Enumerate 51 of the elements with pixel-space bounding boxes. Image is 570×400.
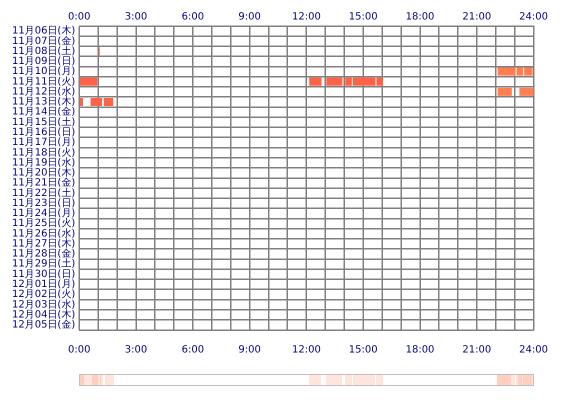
y-tick-label: 11月27日(木)	[12, 237, 76, 250]
x-tick-label: 15:00	[348, 12, 378, 23]
x-tick-label: 21:00	[462, 12, 492, 23]
y-tick-label: 11月19日(水)	[12, 156, 76, 168]
x2-tick-label: 0:00	[68, 344, 90, 356]
y-tick-label: 11月12日(水)	[12, 85, 76, 98]
y-tick-label: 11月18日(火)	[12, 146, 76, 158]
x-tick-label: 9:00	[238, 12, 261, 23]
y-tick-label: 11月24日(月)	[12, 208, 76, 220]
y-tick-label: 11月23日(日)	[12, 198, 76, 209]
y-tick-label: 11月30日(日)	[12, 268, 76, 280]
x-tick-label: 0:00	[68, 12, 90, 23]
y-tick-label: 11月06日(木)	[12, 24, 76, 37]
x2-tick-label: 6:00	[182, 344, 204, 356]
y-tick-label: 11月16日(日)	[12, 126, 76, 138]
y-tick-label: 11月07日(金)	[12, 34, 76, 47]
y-tick-label: 11月11日(火)	[12, 75, 76, 88]
y-tick-label: 11月20日(木)	[12, 166, 76, 179]
y-tick-label: 11月29日(土)	[12, 258, 76, 270]
y-tick-label: 12月03日(水)	[12, 298, 76, 310]
x-tick-label: 12:00	[292, 12, 321, 23]
x-tick-label: 3:00	[124, 12, 148, 23]
y-tick-label: 11月10日(月)	[12, 66, 76, 78]
y-tick-label: 11月28日(金)	[12, 248, 76, 260]
x2-tick-label: 12:00	[292, 344, 321, 356]
bar	[104, 98, 114, 106]
y-tick-label: 11月13日(木)	[12, 96, 76, 108]
x-tick-label: 6:00	[182, 12, 204, 23]
y-tick-label: 11月25日(火)	[12, 217, 76, 230]
x2-tick-label: 18:00	[406, 344, 434, 356]
y-tick-label: 11月14日(金)	[12, 106, 76, 118]
x2-tick-label: 21:00	[462, 344, 492, 356]
y-tick-label: 11月22日(土)	[12, 186, 76, 199]
y-tick-label: 11月26日(水)	[12, 227, 76, 240]
x2-tick-label: 15:00	[348, 344, 378, 356]
y-tick-label: 11月21日(金)	[12, 176, 76, 189]
y-tick-label: 11月08日(土)	[12, 44, 76, 57]
y-tick-label: 12月02日(火)	[12, 288, 76, 300]
y-tick-label: 12月04日(木)	[12, 308, 76, 320]
y-tick-label: 12月05日(金)	[12, 318, 76, 331]
bar	[498, 88, 512, 96]
x2-tick-label: 3:00	[124, 344, 148, 356]
bar	[326, 78, 342, 86]
x2-tick-label: 9:00	[238, 344, 261, 356]
y-tick-label: 12月01日(月)	[12, 278, 76, 290]
x2-tick-label: 24:00	[519, 344, 548, 356]
y-tick-label: 11月09日(日)	[12, 56, 76, 68]
y-tick-label: 11月17日(月)	[12, 137, 76, 148]
x-tick-label: 18:00	[406, 12, 434, 23]
x-tick-label: 24:00	[519, 12, 548, 23]
y-tick-label: 11月15日(土)	[12, 116, 76, 128]
